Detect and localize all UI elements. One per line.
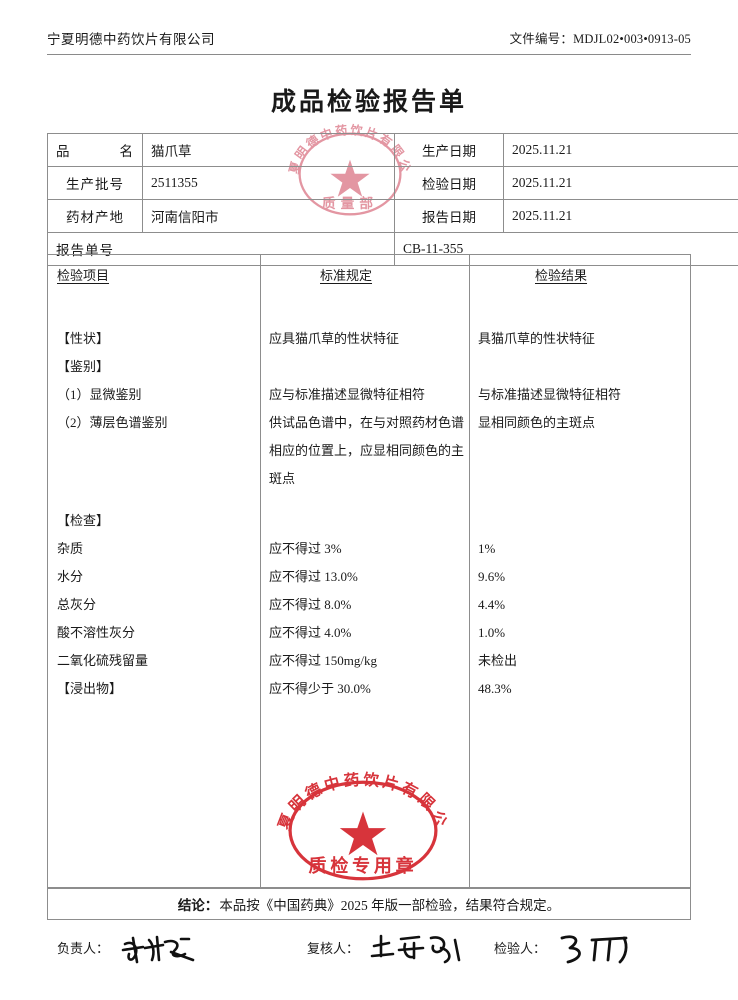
row-item: 【鉴别】 <box>57 359 110 374</box>
signature-row: 负责人： 复核人： <box>47 934 691 982</box>
row-item: 二氧化硫残留量 <box>57 653 149 668</box>
table-row: （2）薄层色谱鉴别 供试品色谱中，在与对照药材色谱 显相同颜色的主斑点 <box>48 409 692 437</box>
table-row: 【性状】 应具猫爪草的性状特征 具猫爪草的性状特征 <box>48 325 692 353</box>
signature-reviewer: 复核人： <box>307 934 474 975</box>
info-row-report-no: 报告单号 CB-11-355 <box>47 232 738 266</box>
row-standard: 应不得过 4.0% <box>269 625 352 640</box>
info-row-batch: 生产批号 2511355 检验日期 2025.11.21 <box>47 166 738 200</box>
row-item: 酸不溶性灰分 <box>57 625 136 640</box>
signature-inspector: 检验人： <box>494 935 646 975</box>
column-header-result: 检验结果 <box>535 268 588 283</box>
row-result: 显相同颜色的主斑点 <box>478 415 596 430</box>
inspection-results-table: 检验项目 标准规定 检验结果 【性状】 应具猫爪草的性状特征 具猫爪草的性状特征… <box>47 254 691 888</box>
signature-handwriting <box>369 930 474 975</box>
product-info-table: 品 名 猫爪草 生产日期 2025.11.21 生产批号 2511355 检验日… <box>47 133 738 266</box>
production-date-value: 2025.11.21 <box>503 133 738 167</box>
row-result: 1% <box>478 541 496 556</box>
batch-label: 生产批号 <box>47 166 143 200</box>
row-standard: 应具猫爪草的性状特征 <box>269 331 400 346</box>
column-divider-2 <box>469 255 470 887</box>
row-result: 具猫爪草的性状特征 <box>478 331 596 346</box>
row-standard: 供试品色谱中，在与对照药材色谱 <box>269 415 465 430</box>
row-standard: 斑点 <box>269 471 296 486</box>
product-name-label: 品 名 <box>47 133 143 167</box>
inspection-date-value: 2025.11.21 <box>503 166 738 200</box>
report-date-label: 报告日期 <box>394 199 504 233</box>
row-standard: 应不得过 3% <box>269 541 342 556</box>
table-row: 【检查】 <box>48 507 692 535</box>
row-result: 9.6% <box>478 569 506 584</box>
inspection-date-label: 检验日期 <box>394 166 504 200</box>
table-row: 二氧化硫残留量 应不得过 150mg/kg 未检出 <box>48 647 692 675</box>
row-standard: 应不得过 150mg/kg <box>269 653 377 668</box>
row-standard: 应不得过 13.0% <box>269 569 358 584</box>
info-row-origin: 药材产地 河南信阳市 报告日期 2025.11.21 <box>47 199 738 233</box>
signature-handwriting <box>556 930 646 975</box>
document-header: 宁夏明德中药饮片有限公司 文件编号：MDJL02•003•0913-05 <box>47 28 691 55</box>
production-date-label: 生产日期 <box>394 133 504 167</box>
row-result: 未检出 <box>478 653 518 668</box>
row-item: 【浸出物】 <box>57 681 123 696</box>
report-no-value: CB-11-355 <box>394 232 738 266</box>
column-header-standard: 标准规定 <box>320 268 373 283</box>
table-row: 【鉴别】 <box>48 353 692 381</box>
table-row: 酸不溶性灰分 应不得过 4.0% 1.0% <box>48 619 692 647</box>
row-result: 1.0% <box>478 625 506 640</box>
signature-label: 检验人： <box>494 941 547 956</box>
row-item: 杂质 <box>57 541 84 556</box>
row-item: （1）显微鉴别 <box>57 387 142 402</box>
row-result: 48.3% <box>478 681 512 696</box>
origin-value: 河南信阳市 <box>142 199 395 233</box>
conclusion-label: 结论： <box>177 898 219 913</box>
origin-label: 药材产地 <box>47 199 143 233</box>
row-item: 总灰分 <box>57 597 97 612</box>
row-item: （2）薄层色谱鉴别 <box>57 415 168 430</box>
signature-manager: 负责人： <box>57 935 229 975</box>
row-result: 与标准描述显微特征相符 <box>478 387 622 402</box>
row-result: 4.4% <box>478 597 506 612</box>
info-row-product-name: 品 名 猫爪草 生产日期 2025.11.21 <box>47 133 738 167</box>
table-row: 斑点 <box>48 465 692 493</box>
row-item: 【检查】 <box>57 513 110 528</box>
row-item: 水分 <box>57 569 84 584</box>
row-standard: 应与标准描述显微特征相符 <box>269 387 426 402</box>
page-title: 成品检验报告单 <box>270 89 467 116</box>
report-no-label: 报告单号 <box>47 232 395 266</box>
table-row: （1）显微鉴别 应与标准描述显微特征相符 与标准描述显微特征相符 <box>48 381 692 409</box>
column-divider-1 <box>260 255 261 887</box>
row-standard: 应不得少于 30.0% <box>269 681 371 696</box>
row-standard: 相应的位置上，应显相同颜色的主 <box>269 443 465 458</box>
signature-handwriting <box>119 930 229 975</box>
batch-value: 2511355 <box>142 166 395 200</box>
conclusion-row: 结论： 本品按《中国药典》2025 年版一部检验，结果符合规定。 <box>47 888 691 920</box>
report-date-value: 2025.11.21 <box>503 199 738 233</box>
signature-label: 负责人： <box>57 941 110 956</box>
table-row: 杂质 应不得过 3% 1% <box>48 535 692 563</box>
signature-label: 复核人： <box>307 941 360 956</box>
column-header-item: 检验项目 <box>57 268 110 283</box>
row-item: 【性状】 <box>57 331 110 346</box>
results-rows: 【性状】 应具猫爪草的性状特征 具猫爪草的性状特征 【鉴别】 （1）显微鉴别 应… <box>48 311 692 703</box>
table-row: 水分 应不得过 13.0% 9.6% <box>48 563 692 591</box>
table-row: 总灰分 应不得过 8.0% 4.4% <box>48 591 692 619</box>
table-row: 【浸出物】 应不得少于 30.0% 48.3% <box>48 675 692 703</box>
conclusion-text: 本品按《中国药典》2025 年版一部检验，结果符合规定。 <box>219 898 561 913</box>
table-row: 相应的位置上，应显相同颜色的主 <box>48 437 692 465</box>
company-name: 宁夏明德中药饮片有限公司 <box>47 32 215 47</box>
row-standard: 应不得过 8.0% <box>269 597 352 612</box>
product-name-value: 猫爪草 <box>142 133 395 167</box>
document-code: 文件编号：MDJL02•003•0913-05 <box>509 32 691 46</box>
